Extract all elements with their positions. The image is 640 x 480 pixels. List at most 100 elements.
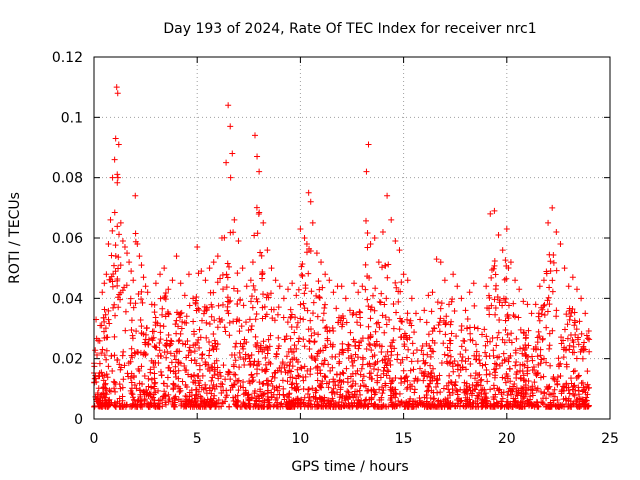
data-point <box>198 268 205 275</box>
data-point <box>392 238 399 245</box>
data-point <box>495 231 502 238</box>
data-point <box>573 286 580 293</box>
y-tick-label: 0.02 <box>52 352 83 368</box>
data-point <box>247 277 254 284</box>
data-point <box>483 283 490 290</box>
data-point <box>437 259 444 266</box>
data-point <box>260 219 267 226</box>
data-point <box>326 277 333 284</box>
x-tick-label: 20 <box>498 431 516 447</box>
data-point <box>466 289 473 296</box>
data-point <box>524 301 531 308</box>
data-point <box>142 283 149 290</box>
data-point <box>446 301 453 308</box>
data-point <box>95 337 102 344</box>
data-point <box>161 265 168 272</box>
data-point <box>346 307 353 314</box>
data-point <box>536 283 543 290</box>
data-point <box>351 280 358 287</box>
data-point <box>148 301 155 308</box>
data-point <box>173 253 180 260</box>
data-point <box>256 168 263 175</box>
data-point <box>557 241 564 248</box>
data-point <box>433 256 440 263</box>
data-point <box>540 277 547 284</box>
data-point <box>421 307 428 314</box>
data-point <box>218 235 225 241</box>
data-point <box>301 235 308 241</box>
data-point <box>177 280 184 287</box>
data-point <box>569 274 576 281</box>
data-point <box>152 280 159 287</box>
data-point <box>97 322 104 329</box>
data-point <box>272 277 279 284</box>
data-point <box>367 241 374 248</box>
data-point <box>114 90 121 97</box>
data-point <box>384 192 391 199</box>
data-point <box>322 271 329 278</box>
data-point <box>507 259 514 266</box>
data-point <box>132 192 139 199</box>
data-point <box>330 289 337 296</box>
data-point <box>396 247 403 254</box>
y-tick-label: 0.1 <box>61 110 83 126</box>
data-point <box>165 286 172 293</box>
data-point <box>520 298 527 305</box>
data-point <box>124 250 131 257</box>
y-tick-label: 0 <box>74 412 83 428</box>
data-points <box>91 84 593 410</box>
axis-ticks: 0 5 10 15 20 25 0 0.02 0.04 0.06 0.08 0.1 0.12 <box>52 50 619 447</box>
data-point <box>512 277 519 284</box>
gridlines <box>94 57 610 419</box>
x-tick-label: 25 <box>601 431 619 447</box>
data-point <box>363 168 370 175</box>
data-point <box>307 198 314 205</box>
data-point <box>359 283 366 290</box>
data-point <box>202 277 209 284</box>
data-point <box>254 153 261 160</box>
data-point <box>491 207 498 214</box>
x-tick-label: 15 <box>395 431 413 447</box>
data-point <box>225 102 232 109</box>
data-point <box>229 150 236 157</box>
data-point <box>243 283 250 290</box>
data-point <box>400 271 407 278</box>
data-point <box>582 310 589 317</box>
data-point <box>185 271 192 278</box>
data-point <box>107 216 114 223</box>
data-point <box>117 219 124 226</box>
data-point <box>190 295 197 302</box>
data-point <box>355 289 362 296</box>
data-point <box>429 289 436 296</box>
data-point <box>121 244 128 251</box>
data-point <box>231 216 238 223</box>
data-point <box>549 204 556 211</box>
x-axis-label: GPS time / hours <box>291 459 408 475</box>
data-point <box>134 241 141 248</box>
data-point <box>503 225 510 232</box>
data-point <box>458 295 465 302</box>
data-point <box>101 280 108 287</box>
data-point <box>235 238 242 245</box>
data-point <box>545 219 552 226</box>
data-point <box>470 280 477 287</box>
data-point <box>251 132 258 139</box>
data-point <box>138 262 145 269</box>
data-point <box>318 259 325 266</box>
data-point <box>119 238 126 245</box>
data-point <box>206 265 213 272</box>
data-point <box>210 259 217 266</box>
data-point <box>105 241 112 248</box>
data-point <box>365 141 372 148</box>
data-point <box>126 259 133 266</box>
data-point <box>313 250 320 257</box>
data-point <box>293 292 300 299</box>
data-point <box>223 159 230 166</box>
data-point <box>227 123 234 130</box>
y-tick-label: 0.08 <box>52 171 83 187</box>
data-point <box>169 277 176 284</box>
data-point <box>249 259 256 266</box>
data-point <box>112 135 119 142</box>
data-point <box>309 219 316 226</box>
data-point <box>499 247 506 254</box>
